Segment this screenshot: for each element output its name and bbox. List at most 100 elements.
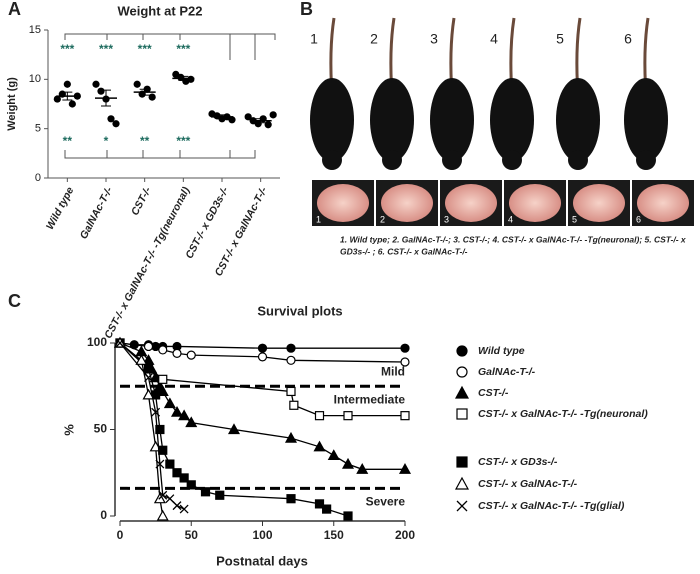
chart-title: Weight at P22 [117, 3, 202, 18]
data-point [314, 499, 325, 509]
brain-label: 1 [316, 214, 321, 224]
mouse-head [322, 150, 342, 170]
legend-label: CST-/- [478, 387, 509, 399]
mouse-label: 1 [310, 31, 318, 47]
significance: ** [140, 134, 150, 148]
data-point [170, 405, 184, 417]
brain-label: 6 [636, 214, 641, 224]
data-point [133, 80, 141, 88]
y-tick-label: 0 [100, 508, 107, 522]
mouse-body [370, 78, 414, 162]
data-point [286, 386, 296, 397]
panel-label: C [8, 291, 21, 311]
data-point [156, 385, 169, 397]
data-point [286, 494, 296, 504]
data-point [151, 407, 161, 417]
brain-label: 3 [444, 214, 449, 224]
data-point [187, 75, 195, 83]
x-axis-label: Postnatal days [216, 553, 308, 568]
data-point [143, 341, 154, 352]
data-point [179, 504, 189, 514]
data-point [286, 343, 296, 353]
data-point [172, 348, 182, 358]
data-point [155, 459, 165, 469]
data-point [244, 113, 252, 121]
data-point [269, 111, 277, 119]
data-point [313, 440, 326, 452]
data-point [254, 120, 262, 128]
data-point [165, 494, 175, 504]
data-point [327, 449, 340, 461]
x-tick-label: CST-/- x GalNAc-T-/- -Tg(neuronal) [102, 185, 193, 341]
data-point [107, 115, 115, 123]
data-point [149, 371, 162, 383]
data-point [356, 463, 369, 474]
y-axis-label: % [61, 424, 76, 436]
mouse-head [502, 150, 522, 170]
error-bar [101, 89, 111, 107]
error-bar [139, 88, 150, 96]
data-point [343, 411, 353, 421]
brain [381, 184, 433, 222]
data-point [286, 355, 296, 365]
data-point [227, 423, 241, 435]
data-point [178, 409, 191, 421]
brain [637, 184, 689, 222]
data-point [186, 480, 196, 490]
panel-b: 1. Wild type; 2. GalNAc-T-/-; 3. CST-/-;… [310, 17, 694, 256]
x-tick-label: CST-/- [129, 185, 154, 218]
mouse-body [430, 78, 474, 162]
y-tick-label: 5 [35, 123, 41, 135]
x-tick-label: GalNAc-T-/- [78, 185, 116, 242]
data-point [215, 490, 225, 500]
data-point [341, 457, 355, 469]
zone-label: Intermediate [334, 392, 406, 406]
data-point [179, 473, 189, 483]
zone-label: Mild [381, 364, 405, 378]
data-point [177, 73, 185, 81]
brain [445, 184, 497, 222]
data-point [257, 343, 268, 353]
legend-marker [456, 345, 468, 357]
data-point [135, 354, 148, 365]
chart-title: Survival plots [257, 303, 342, 318]
data-point [158, 490, 168, 500]
x-tick-label: 200 [395, 528, 415, 542]
data-point [158, 374, 168, 384]
brain-label: 5 [572, 214, 577, 224]
data-point [264, 121, 272, 129]
y-tick-label: 100 [87, 335, 107, 349]
data-point [97, 87, 105, 95]
legend-label: CST-/- x GalNAc-T-/- -Tg(neuronal) [478, 408, 648, 420]
y-tick-label: 10 [29, 73, 41, 85]
zone-label: Severe [366, 494, 406, 508]
data-point [68, 100, 76, 108]
data-point [144, 373, 153, 383]
legend-marker [456, 500, 468, 512]
legend-marker [456, 366, 468, 378]
legend-marker [456, 408, 468, 420]
legend-label: GalNAc-T-/- [478, 366, 536, 378]
error-bar [178, 75, 189, 81]
data-point [400, 357, 410, 367]
significance: *** [176, 42, 190, 56]
data-point [112, 120, 120, 128]
data-point [284, 431, 298, 443]
legend-marker [454, 476, 470, 490]
y-axis-label: Weight (g) [6, 77, 18, 131]
mouse-body [556, 78, 600, 162]
data-point [289, 400, 299, 410]
brain-label: 4 [508, 214, 513, 224]
data-point [163, 397, 176, 409]
data-point [156, 509, 169, 521]
caption: GD3s-/- ; 6. CST-/- x GalNAc-T-/- [340, 246, 468, 256]
legend-marker [454, 385, 470, 399]
data-point [400, 411, 410, 421]
mouse-label: 6 [624, 31, 632, 47]
data-point [186, 350, 196, 360]
data-point [53, 95, 61, 103]
significance: *** [176, 134, 190, 148]
legend-label: CST-/- x GalNAc-T-/- [478, 478, 578, 490]
data-point [172, 501, 182, 511]
